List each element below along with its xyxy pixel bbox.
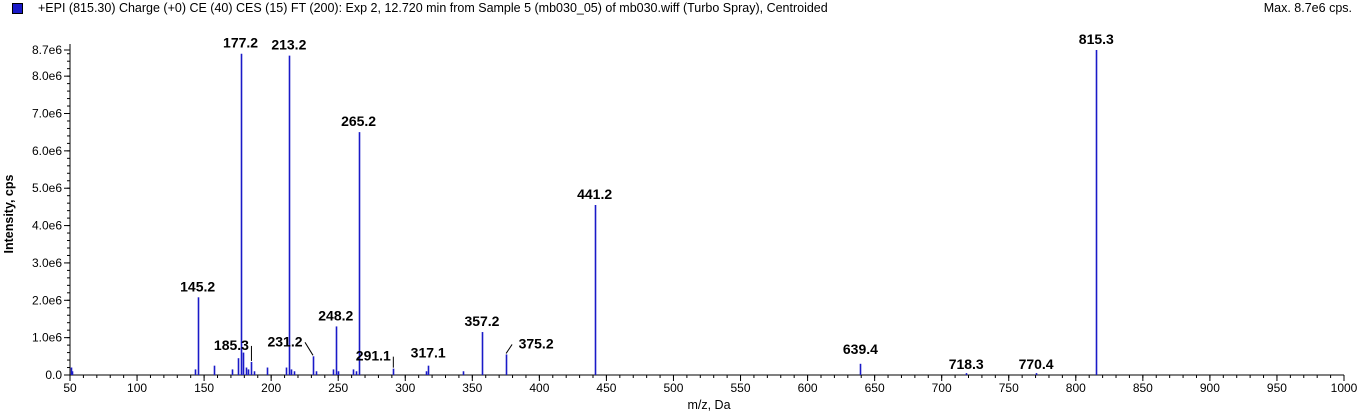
peak-label: 770.4 — [1019, 356, 1054, 372]
x-tick-label: 450 — [596, 381, 616, 395]
y-tick-label: 5.0e6 — [32, 181, 62, 195]
peak-label: 145.2 — [180, 278, 215, 294]
x-tick-label: 400 — [529, 381, 549, 395]
y-tick-label: 8.0e6 — [32, 69, 62, 83]
peak-bars — [70, 50, 1098, 375]
spectrum-title: +EPI (815.30) Charge (+0) CE (40) CES (1… — [38, 1, 828, 15]
x-tick-label: 850 — [1133, 381, 1153, 395]
y-tick-label: 3.0e6 — [32, 256, 62, 270]
peak-label: 357.2 — [464, 313, 499, 329]
x-tick-label: 300 — [395, 381, 415, 395]
x-tick-label: 800 — [1066, 381, 1086, 395]
x-tick-label: 600 — [798, 381, 818, 395]
peak-label: 231.2 — [267, 333, 302, 349]
y-axis-title: Intensity, cps — [2, 174, 16, 253]
y-tick-label: 0.0 — [45, 368, 62, 382]
x-tick-label: 100 — [127, 381, 147, 395]
series-color-swatch — [12, 3, 23, 14]
peak-label: 815.3 — [1079, 31, 1114, 47]
y-tick-label: 4.0e6 — [32, 219, 62, 233]
peak-label: 317.1 — [411, 345, 446, 361]
x-tick-label: 750 — [999, 381, 1019, 395]
peak-labels: 145.2 177.2 185.3 213.2 231.2 248.2 265.2 291.1… — [180, 31, 1114, 372]
x-tick-label: 250 — [328, 381, 348, 395]
max-intensity-label: Max. 8.7e6 cps. — [1263, 1, 1352, 15]
x-tick-label: 550 — [731, 381, 751, 395]
x-tick-label: 650 — [865, 381, 885, 395]
peak-label-leader — [505, 344, 513, 354]
peak-label: 375.2 — [519, 335, 554, 351]
peak-label: 265.2 — [341, 113, 376, 129]
peak-label: 248.2 — [318, 307, 353, 323]
peak-label-leader — [304, 342, 314, 356]
x-tick-label: 50 — [63, 381, 77, 395]
x-tick-label: 700 — [932, 381, 952, 395]
x-tick-label: 350 — [462, 381, 482, 395]
x-tick-label: 500 — [663, 381, 683, 395]
y-tick-label: 8.7e6 — [32, 43, 62, 57]
x-axis-title: m/z, Da — [687, 398, 730, 412]
peak-label: 177.2 — [223, 35, 258, 51]
peak-label: 441.2 — [577, 186, 612, 202]
y-tick-label: 2.0e6 — [32, 293, 62, 307]
peak-label: 718.3 — [949, 356, 984, 372]
peak-label: 291.1 — [356, 348, 391, 364]
x-tick-label: 900 — [1200, 381, 1220, 395]
y-tick-label: 1.0e6 — [32, 331, 62, 345]
peak-label: 639.4 — [843, 341, 878, 357]
x-tick-label: 200 — [261, 381, 281, 395]
x-tick-label: 1000 — [1331, 381, 1358, 395]
x-tick-label: 150 — [194, 381, 214, 395]
peak-label: 185.3 — [214, 337, 249, 353]
y-tick-label: 6.0e6 — [32, 144, 62, 158]
chart-axes: 50 100 150 200 250 300 350 400 450 500 550 600 650 70… — [32, 43, 1358, 395]
peak-label: 213.2 — [271, 37, 306, 53]
x-tick-label: 950 — [1267, 381, 1287, 395]
y-tick-label: 7.0e6 — [32, 107, 62, 121]
